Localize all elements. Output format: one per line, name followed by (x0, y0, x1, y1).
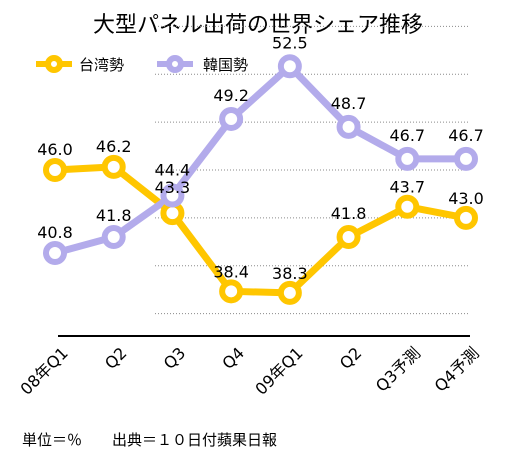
legend: 台湾勢 韓国勢 (36, 55, 248, 74)
data-label-korea: 46.7 (389, 126, 425, 145)
series-layer (43, 54, 478, 305)
data-point-taiwan (101, 154, 126, 179)
data-label-korea: 49.2 (213, 86, 249, 105)
data-label-taiwan: 46.2 (96, 137, 132, 156)
data-label-taiwan: 43.0 (448, 189, 484, 208)
data-point-korea (454, 146, 478, 171)
data-labels: 46.0 46.2 43.3 38.4 38.3 41.8 43.7 43.0 40.8 41.8… (37, 33, 484, 283)
data-point-korea (43, 241, 67, 266)
legend-swatch-korea-marker (166, 55, 184, 73)
x-tick-label: Q2 (336, 343, 366, 373)
chart-title: 大型パネル出荷の世界シェア推移 (93, 13, 423, 38)
x-tick-labels: 08年Q1 Q2 Q3 Q4 09年Q1 Q2 Q3予測 Q4予測 (17, 343, 483, 398)
data-point-korea (336, 114, 361, 139)
x-tick-label: 09年Q1 (251, 343, 306, 398)
data-label-taiwan: 41.8 (331, 204, 367, 223)
data-point-taiwan (454, 205, 478, 230)
data-label-korea: 41.8 (96, 206, 132, 225)
x-tick-label: 08年Q1 (17, 343, 72, 398)
x-tick-label: Q3 (160, 343, 190, 373)
data-point-korea (277, 54, 302, 79)
data-label-taiwan: 46.0 (37, 140, 73, 159)
data-point-korea (219, 106, 244, 131)
footer-source: 単位＝％ 出典＝１０日付蘋果日報 (22, 431, 277, 449)
data-point-korea (160, 183, 185, 208)
data-point-taiwan (336, 225, 361, 250)
x-tick-label: Q2 (101, 343, 131, 373)
data-point-taiwan (219, 279, 244, 304)
data-point-taiwan (43, 158, 67, 183)
data-label-korea: 52.5 (272, 33, 308, 52)
data-label-korea: 46.7 (448, 126, 484, 145)
data-point-taiwan (395, 194, 420, 219)
x-tick-label: Q4予測 (431, 343, 483, 395)
data-label-korea: 40.8 (37, 223, 73, 242)
legend-label-korea: 韓国勢 (203, 56, 248, 74)
data-point-korea (101, 225, 126, 250)
legend-swatch-taiwan-marker (45, 55, 63, 73)
data-label-taiwan: 38.4 (213, 262, 249, 281)
x-tick-label: Q3予測 (372, 343, 424, 395)
data-point-taiwan (277, 280, 302, 305)
data-label-taiwan: 43.3 (155, 178, 191, 197)
legend-label-taiwan: 台湾勢 (79, 56, 124, 74)
data-label-taiwan: 43.7 (389, 178, 425, 197)
x-tick-label: Q4 (218, 343, 248, 373)
data-label-taiwan: 38.3 (272, 264, 308, 283)
data-label-korea: 44.4 (155, 161, 191, 180)
data-point-korea (395, 146, 420, 171)
data-label-korea: 48.7 (331, 94, 367, 113)
